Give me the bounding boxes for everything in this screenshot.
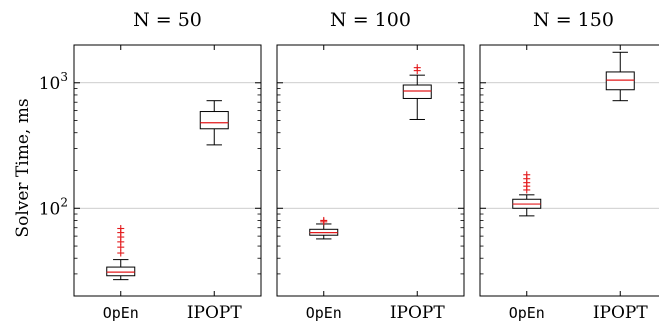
panel-2: N = 100 OpEn IPOPT xyxy=(276,9,465,323)
outlier-marker xyxy=(523,171,531,179)
box-ipopt xyxy=(199,100,229,146)
category-label: IPOPT xyxy=(593,303,649,323)
category-label: OpEn xyxy=(509,304,545,322)
panel-title: N = 50 xyxy=(133,9,202,31)
box-iqr xyxy=(199,111,229,130)
box-ipopt xyxy=(402,64,432,120)
box-iqr xyxy=(605,71,635,91)
category-label: IPOPT xyxy=(187,303,243,323)
box-iqr xyxy=(402,84,432,99)
box-iqr xyxy=(106,266,136,277)
panel-title: N = 150 xyxy=(533,9,614,31)
box-ipopt xyxy=(605,51,635,102)
y-tick-label-base: 10 xyxy=(39,74,61,94)
y-tick-label: 102 xyxy=(39,195,68,219)
y-tick-label-exponent: 3 xyxy=(60,70,68,84)
category-label: OpEn xyxy=(103,304,139,322)
y-tick-label: 103 xyxy=(39,70,68,94)
outlier-marker xyxy=(117,225,125,233)
category-label: IPOPT xyxy=(390,303,446,323)
box-open xyxy=(309,216,339,240)
y-tick-label-exponent: 2 xyxy=(60,195,68,209)
box-open xyxy=(512,171,542,217)
box-open xyxy=(106,225,136,281)
panel-title: N = 100 xyxy=(330,9,411,31)
panel-3: N = 150 OpEn IPOPT xyxy=(479,9,659,323)
outlier-marker xyxy=(117,249,125,257)
category-label: OpEn xyxy=(306,304,342,322)
y-tick-label-base: 10 xyxy=(39,199,61,219)
outlier-marker xyxy=(413,64,421,72)
outlier-marker xyxy=(320,216,328,224)
y-axis-label: Solver Time, ms xyxy=(13,98,33,237)
